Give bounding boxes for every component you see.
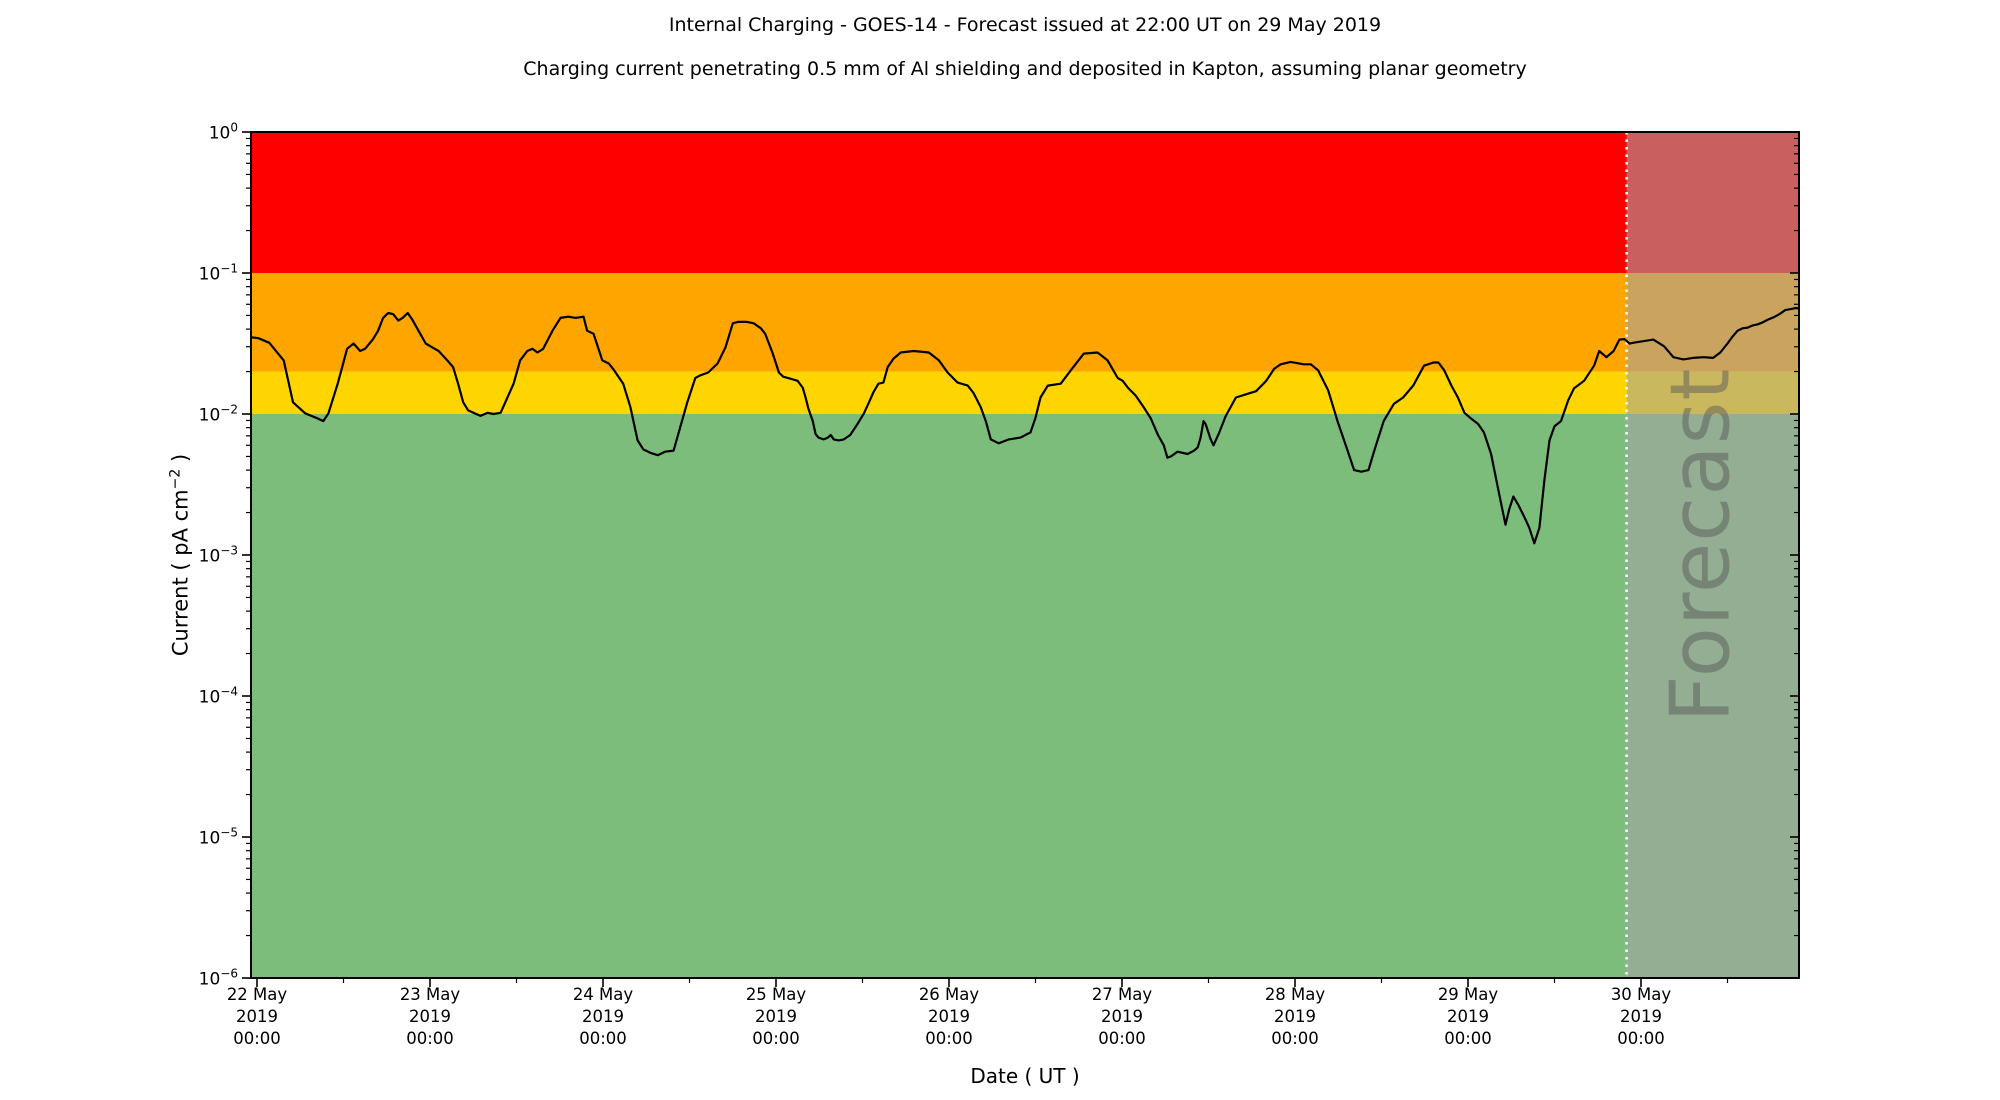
band-red-alert <box>251 132 1799 273</box>
x-axis-label: Date ( UT ) <box>970 1064 1080 1088</box>
band-orange-warning <box>251 273 1799 372</box>
band-green-safe <box>251 414 1799 978</box>
forecast-watermark: Forecast <box>1653 367 1749 723</box>
current-data-line <box>250 306 1801 545</box>
y-tick-label: 10−1 <box>198 261 238 285</box>
y-tick-label: 10−3 <box>198 543 238 567</box>
chart-subtitle: Charging current penetrating 0.5 mm of A… <box>523 58 1527 80</box>
forecast-overlay <box>1626 132 1799 978</box>
x-tick-label: 30 May 2019 00:00 <box>1610 985 1672 1048</box>
x-tick-label: 22 May 2019 00:00 <box>226 985 288 1048</box>
x-tick-label: 26 May 2019 00:00 <box>918 985 980 1048</box>
x-tick-label: 24 May 2019 00:00 <box>572 985 634 1048</box>
y-tick-label: 10−5 <box>198 825 238 849</box>
x-tick-label: 25 May 2019 00:00 <box>745 985 807 1048</box>
x-tick-label: 28 May 2019 00:00 <box>1264 985 1326 1048</box>
chart-title: Internal Charging - GOES-14 - Forecast i… <box>668 14 1382 36</box>
y-tick-label: 10−6 <box>198 966 238 990</box>
y-tick-label: 10−4 <box>198 684 238 708</box>
x-tick-label: 29 May 2019 00:00 <box>1437 985 1499 1048</box>
x-tick-label: 27 May 2019 00:00 <box>1091 985 1153 1048</box>
y-tick-label: 10−2 <box>198 402 238 426</box>
y-tick-label: 100 <box>208 120 238 144</box>
x-tick-label: 23 May 2019 00:00 <box>399 985 461 1048</box>
